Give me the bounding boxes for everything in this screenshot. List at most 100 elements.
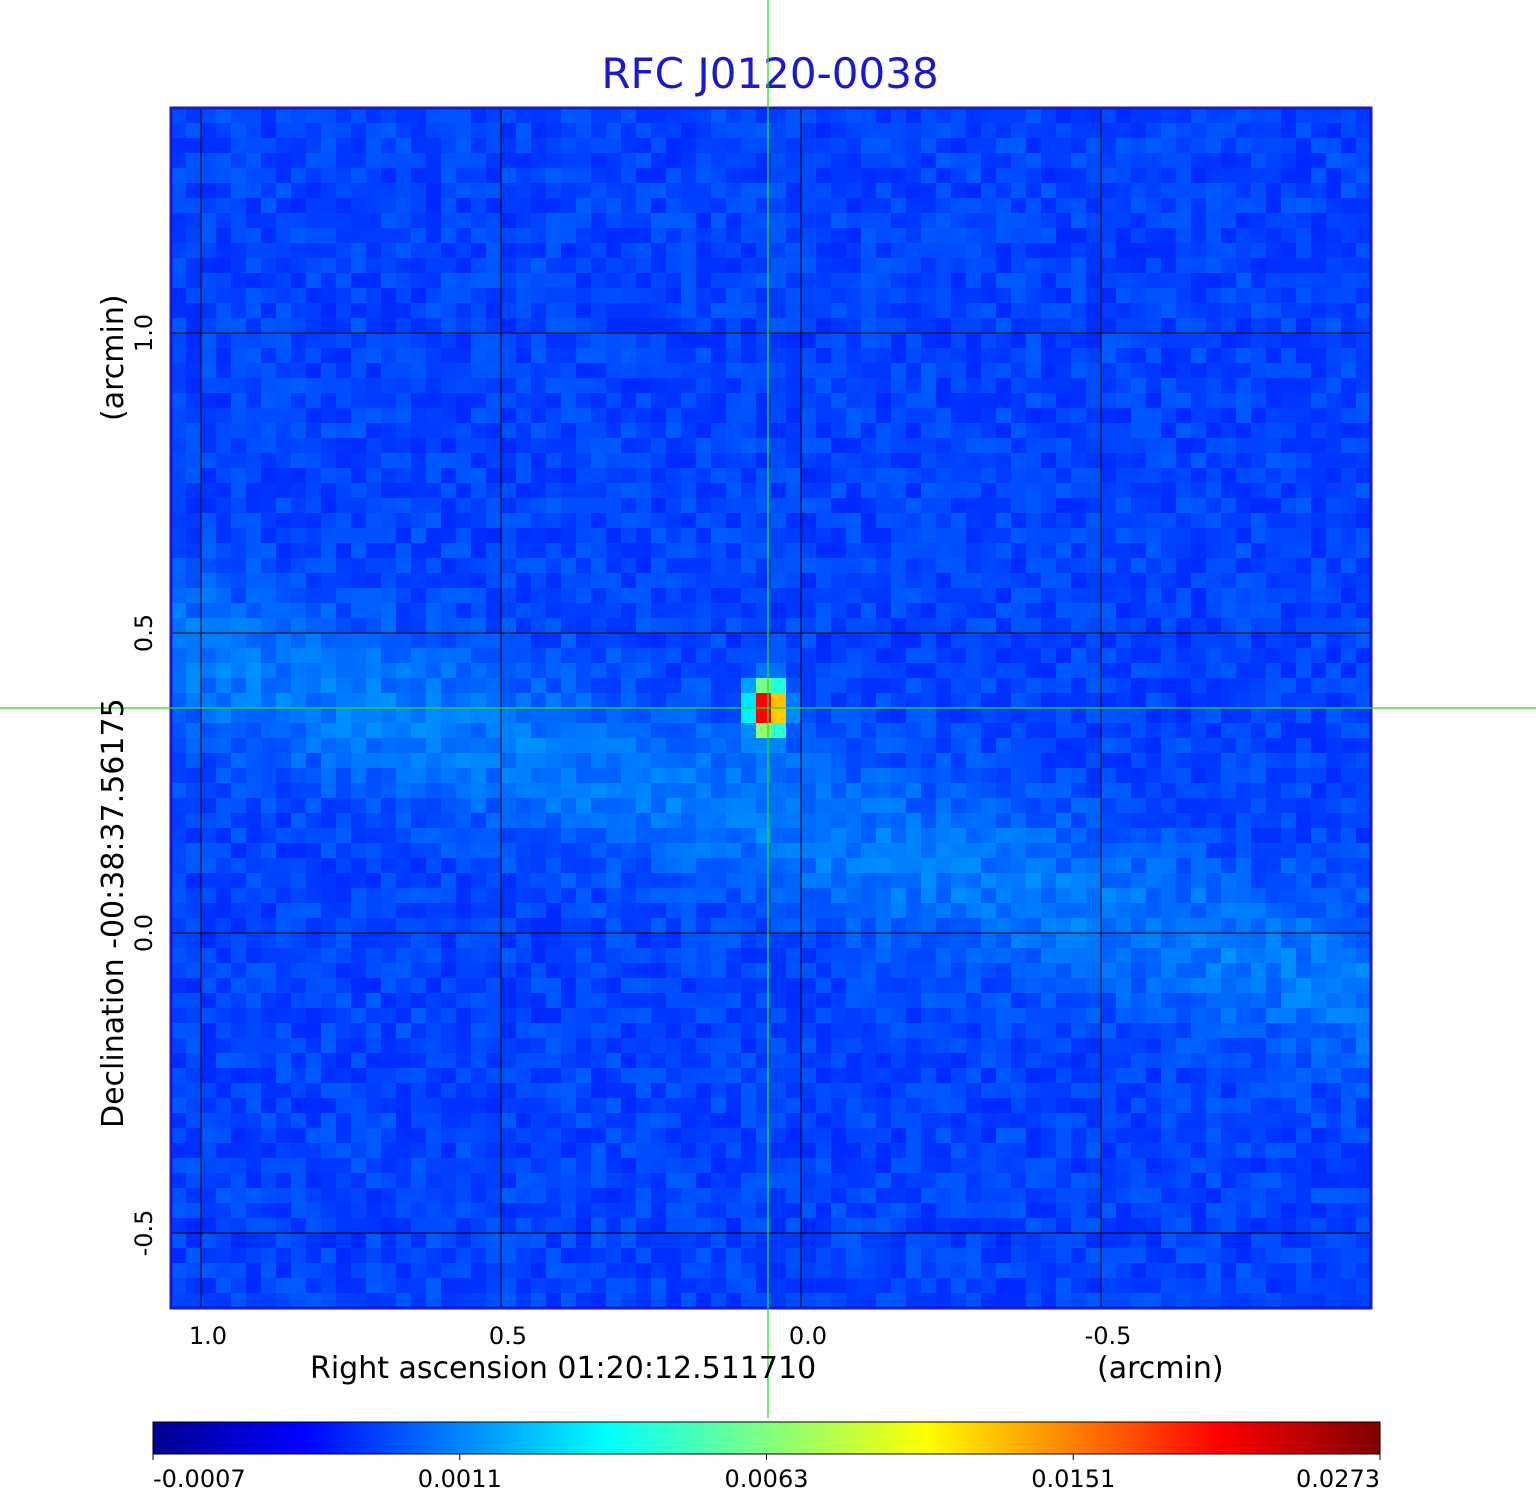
image-pixel	[756, 603, 772, 619]
image-pixel	[576, 453, 592, 469]
image-pixel	[456, 783, 472, 799]
image-pixel	[336, 573, 352, 589]
image-pixel	[1146, 783, 1162, 799]
image-pixel	[441, 933, 457, 949]
image-pixel	[276, 978, 292, 994]
image-pixel	[726, 858, 742, 874]
image-pixel	[531, 708, 547, 724]
image-pixel	[366, 513, 382, 529]
image-pixel	[816, 363, 832, 379]
image-pixel	[291, 618, 307, 634]
image-pixel	[816, 378, 832, 394]
image-pixel	[951, 243, 967, 259]
image-pixel	[951, 918, 967, 934]
image-pixel	[231, 873, 247, 889]
image-pixel	[621, 1008, 637, 1024]
image-pixel	[546, 708, 562, 724]
image-pixel	[591, 978, 607, 994]
image-pixel	[996, 198, 1012, 214]
image-pixel	[1101, 588, 1117, 604]
image-pixel	[351, 1038, 367, 1054]
image-pixel	[606, 723, 622, 739]
image-pixel	[1146, 243, 1162, 259]
image-pixel	[1266, 303, 1282, 319]
image-pixel	[636, 438, 652, 454]
image-pixel	[1191, 978, 1207, 994]
image-pixel	[591, 543, 607, 559]
image-pixel	[1101, 798, 1117, 814]
image-pixel	[831, 183, 847, 199]
image-pixel	[1101, 153, 1117, 169]
image-pixel	[1101, 648, 1117, 664]
image-pixel	[1056, 633, 1072, 649]
image-pixel	[546, 888, 562, 904]
image-pixel	[336, 873, 352, 889]
image-pixel	[171, 243, 187, 259]
image-pixel	[1281, 618, 1297, 634]
image-pixel	[696, 153, 712, 169]
image-pixel	[1056, 348, 1072, 364]
image-pixel	[1296, 423, 1312, 439]
image-pixel	[291, 123, 307, 139]
image-pixel	[711, 108, 727, 124]
image-pixel	[906, 468, 922, 484]
image-pixel	[201, 633, 217, 649]
image-pixel	[741, 963, 757, 979]
image-pixel	[1026, 933, 1042, 949]
image-pixel	[486, 873, 502, 889]
image-pixel	[1251, 258, 1267, 274]
image-pixel	[1131, 198, 1147, 214]
image-pixel	[1266, 1008, 1282, 1024]
image-pixel	[531, 768, 547, 784]
image-pixel	[1281, 483, 1297, 499]
image-pixel	[1221, 738, 1237, 754]
image-pixel	[891, 783, 907, 799]
image-pixel	[651, 573, 667, 589]
image-pixel	[831, 363, 847, 379]
image-pixel	[1026, 798, 1042, 814]
image-pixel	[1341, 948, 1357, 964]
image-pixel	[1296, 408, 1312, 424]
image-pixel	[606, 783, 622, 799]
image-pixel	[876, 723, 892, 739]
image-pixel	[516, 1023, 532, 1039]
image-pixel	[1251, 348, 1267, 364]
image-pixel	[1296, 663, 1312, 679]
image-pixel	[546, 978, 562, 994]
image-pixel	[291, 798, 307, 814]
image-pixel	[186, 243, 202, 259]
image-pixel	[966, 903, 982, 919]
image-pixel	[1056, 603, 1072, 619]
image-pixel	[756, 768, 772, 784]
image-pixel	[456, 813, 472, 829]
image-pixel	[771, 258, 787, 274]
image-pixel	[831, 408, 847, 424]
image-pixel	[1086, 243, 1102, 259]
image-pixel	[801, 318, 817, 334]
image-pixel	[1131, 1023, 1147, 1039]
image-pixel	[876, 483, 892, 499]
image-pixel	[816, 303, 832, 319]
image-pixel	[861, 648, 877, 664]
image-pixel	[1146, 438, 1162, 454]
image-pixel	[1116, 903, 1132, 919]
image-pixel	[501, 843, 517, 859]
image-pixel	[801, 768, 817, 784]
image-pixel	[741, 468, 757, 484]
image-pixel	[231, 573, 247, 589]
image-pixel	[741, 363, 757, 379]
image-pixel	[561, 378, 577, 394]
image-pixel	[831, 243, 847, 259]
image-pixel	[1086, 543, 1102, 559]
image-pixel	[1251, 408, 1267, 424]
image-pixel	[456, 153, 472, 169]
image-pixel	[1086, 273, 1102, 289]
image-pixel	[561, 618, 577, 634]
image-pixel	[1191, 183, 1207, 199]
image-pixel	[651, 978, 667, 994]
image-pixel	[486, 138, 502, 154]
image-pixel	[1251, 423, 1267, 439]
image-pixel	[1341, 828, 1357, 844]
image-pixel	[1041, 573, 1057, 589]
image-pixel	[171, 603, 187, 619]
